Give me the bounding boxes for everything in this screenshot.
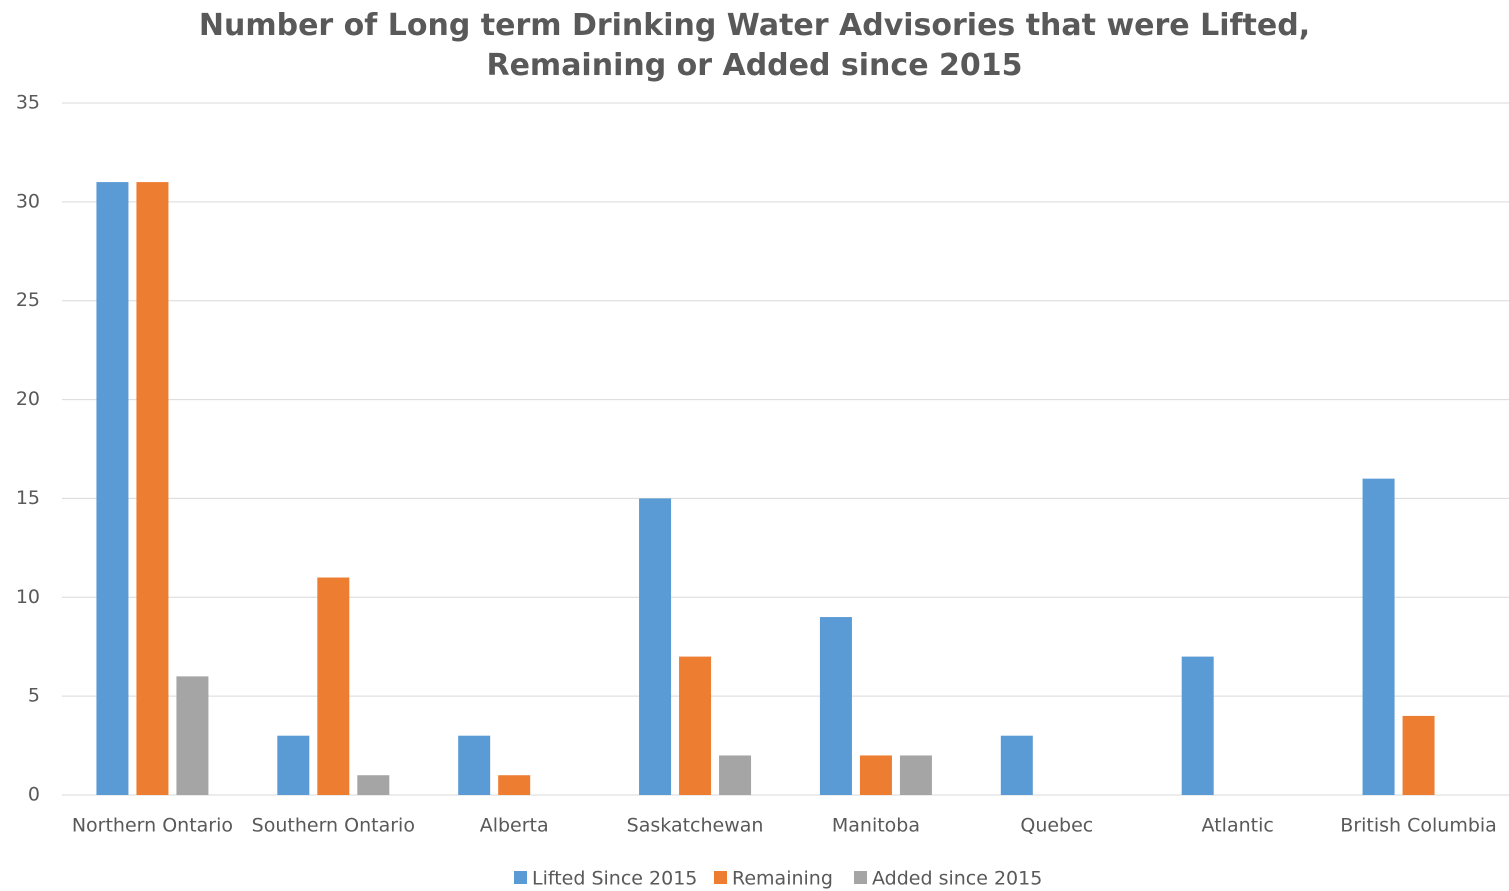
x-tick-label: Saskatchewan: [627, 815, 764, 837]
legend-label: Lifted Since 2015: [532, 868, 697, 890]
bar: [317, 577, 350, 795]
y-tick-label: 5: [28, 685, 40, 707]
bar: [357, 775, 390, 795]
bar: [859, 755, 892, 795]
legend-label: Added since 2015: [872, 868, 1042, 890]
x-tick-label: Manitoba: [832, 815, 920, 837]
legend-swatch: [854, 871, 867, 884]
title-box: Number of Long term Drinking Water Advis…: [0, 6, 1509, 86]
bar: [136, 182, 169, 796]
y-tick-label: 20: [16, 388, 40, 410]
bar: [498, 775, 531, 795]
y-tick-label: 0: [28, 784, 40, 806]
x-tick-label: Quebec: [1020, 815, 1093, 837]
y-tick-label: 35: [16, 92, 40, 114]
bar: [176, 676, 209, 795]
legend-swatch: [714, 871, 727, 884]
bar: [1362, 478, 1395, 795]
chart-title: Number of Long term Drinking Water Advis…: [198, 8, 1311, 83]
bar: [1402, 715, 1435, 795]
bar: [819, 617, 852, 795]
legend-swatch: [514, 871, 527, 884]
y-tick-label: 15: [16, 487, 40, 509]
x-tick-label: British Columbia: [1340, 815, 1497, 837]
bar: [899, 755, 932, 795]
y-tick-label: 10: [16, 586, 40, 608]
bar: [1181, 656, 1214, 795]
x-tick-label: Northern Ontario: [72, 815, 233, 837]
bar: [679, 656, 712, 795]
y-tick-label: 25: [16, 289, 40, 311]
y-tick-label: 30: [16, 190, 40, 212]
x-tick-label: Atlantic: [1202, 815, 1274, 837]
bar: [639, 498, 672, 795]
x-tick-label: Southern Ontario: [252, 815, 415, 837]
bar: [96, 182, 129, 796]
bar: [1000, 735, 1033, 795]
bar: [719, 755, 752, 795]
bar: [458, 735, 491, 795]
x-tick-label: Alberta: [480, 815, 549, 837]
legend-label: Remaining: [732, 868, 833, 890]
bar: [277, 735, 310, 795]
